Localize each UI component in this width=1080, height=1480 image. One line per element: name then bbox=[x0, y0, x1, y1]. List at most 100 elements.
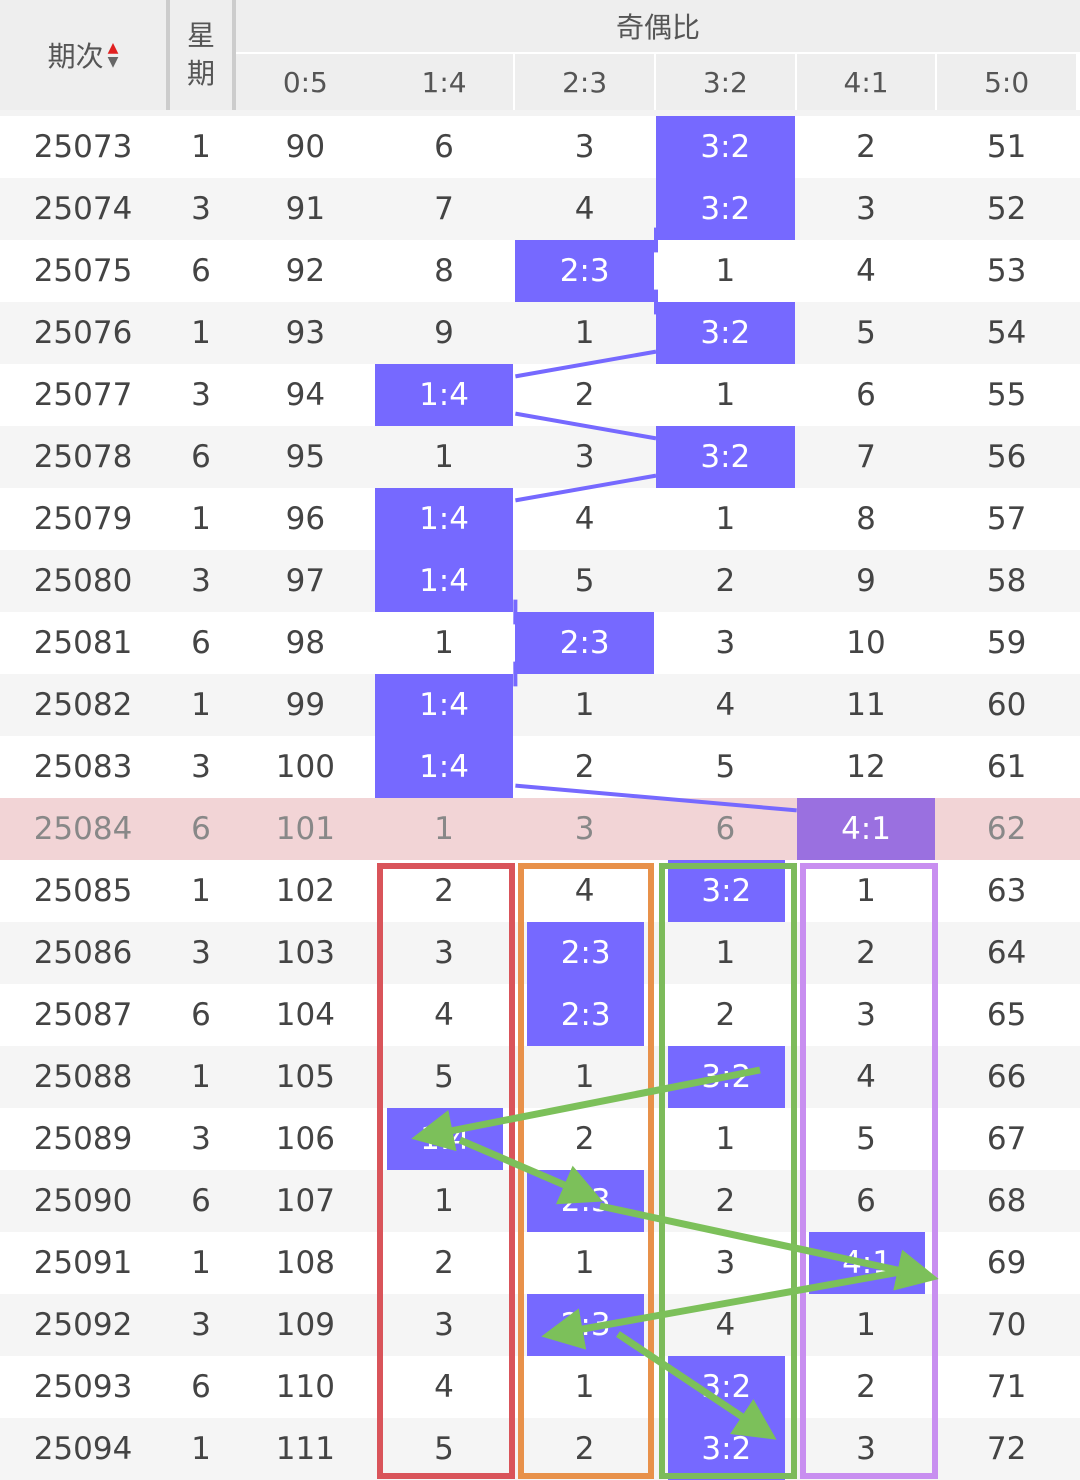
cell: 94 bbox=[285, 377, 326, 413]
cell: 72 bbox=[986, 1431, 1027, 1467]
header-weekday: 星期 bbox=[170, 0, 232, 110]
cell: 2 bbox=[715, 563, 736, 599]
row-bg bbox=[0, 364, 1080, 426]
period: 25079 bbox=[33, 501, 133, 537]
cell: 7 bbox=[856, 439, 876, 475]
weekday: 1 bbox=[191, 501, 211, 537]
cell: 102 bbox=[275, 873, 335, 909]
cell: 2 bbox=[856, 935, 876, 971]
row-bg bbox=[0, 116, 1080, 178]
period: 25085 bbox=[33, 873, 133, 909]
column-label: 1:4 bbox=[374, 54, 514, 110]
cell: 67 bbox=[986, 1121, 1027, 1157]
cell: 12 bbox=[846, 749, 886, 785]
row-bg bbox=[0, 1418, 1080, 1480]
cell: 1 bbox=[574, 315, 595, 351]
period: 25091 bbox=[33, 1245, 133, 1281]
row-bg bbox=[0, 1046, 1080, 1108]
cell: 2 bbox=[856, 1369, 876, 1405]
weekday: 6 bbox=[191, 1183, 211, 1219]
cell: 105 bbox=[275, 1059, 335, 1095]
header-period: 期次 ▲ ▼ bbox=[0, 0, 166, 110]
cell: 1 bbox=[715, 501, 736, 537]
period: 25086 bbox=[33, 935, 133, 971]
period: 25088 bbox=[33, 1059, 133, 1095]
cell: 4 bbox=[574, 873, 595, 909]
period: 25082 bbox=[33, 687, 133, 723]
weekday: 3 bbox=[191, 563, 211, 599]
weekday: 1 bbox=[191, 315, 211, 351]
column-label: 5:0 bbox=[937, 54, 1076, 110]
cell: 3 bbox=[856, 191, 876, 227]
weekday: 3 bbox=[191, 1121, 211, 1157]
box bbox=[377, 863, 515, 1479]
cell: 106 bbox=[275, 1121, 335, 1157]
weekday: 3 bbox=[191, 935, 211, 971]
cell: 1 bbox=[574, 687, 595, 723]
cell: 65 bbox=[986, 997, 1027, 1033]
cell: 103 bbox=[275, 935, 335, 971]
sort-icon[interactable]: ▲ ▼ bbox=[107, 40, 119, 70]
weekday-label: 星期 bbox=[186, 19, 215, 90]
cell: 4 bbox=[715, 687, 736, 723]
weekday: 3 bbox=[191, 191, 211, 227]
cell: 97 bbox=[285, 563, 326, 599]
weekday: 6 bbox=[191, 439, 211, 475]
cell: 70 bbox=[986, 1307, 1027, 1343]
cell: 66 bbox=[986, 1059, 1027, 1095]
cell: 64 bbox=[986, 935, 1027, 971]
cell: 2 bbox=[856, 129, 876, 165]
hit-cell: 2:3 bbox=[515, 612, 654, 674]
weekday: 3 bbox=[191, 1307, 211, 1343]
cell: 100 bbox=[275, 749, 335, 785]
cell: 95 bbox=[285, 439, 326, 475]
weekday: 1 bbox=[191, 1059, 211, 1095]
cell: 3 bbox=[574, 439, 595, 475]
cell: 9 bbox=[434, 315, 454, 351]
cell: 1 bbox=[715, 253, 736, 289]
period: 25089 bbox=[33, 1121, 133, 1157]
hit-cell: 4:1 bbox=[796, 798, 936, 860]
period-label[interactable]: 期次 bbox=[47, 40, 104, 73]
period: 25084 bbox=[33, 811, 133, 847]
period: 25092 bbox=[33, 1307, 133, 1343]
cell: 3 bbox=[715, 1245, 736, 1281]
arrow bbox=[458, 1136, 603, 1205]
cell: 1 bbox=[856, 1307, 876, 1343]
cell: 7 bbox=[434, 191, 454, 227]
hit-cell: 2:3 bbox=[527, 922, 644, 984]
cell: 110 bbox=[275, 1369, 335, 1405]
cell: 6 bbox=[715, 811, 736, 847]
weekday: 6 bbox=[191, 1369, 211, 1405]
cell: 3 bbox=[434, 935, 454, 971]
cell: 2 bbox=[574, 749, 595, 785]
weekday: 6 bbox=[191, 997, 211, 1033]
period: 25090 bbox=[33, 1183, 133, 1219]
weekday: 6 bbox=[191, 253, 211, 289]
cell: 6 bbox=[434, 129, 454, 165]
cell: 68 bbox=[986, 1183, 1027, 1219]
cell: 6 bbox=[856, 377, 876, 413]
box bbox=[659, 863, 797, 1479]
cell: 10 bbox=[846, 625, 886, 661]
cell: 6 bbox=[856, 1183, 876, 1219]
cell: 1 bbox=[434, 439, 454, 475]
arrow bbox=[411, 1066, 761, 1152]
arrow bbox=[616, 1331, 777, 1440]
cell: 9 bbox=[856, 563, 876, 599]
cell: 2 bbox=[574, 377, 595, 413]
hit-cell: 1:4 bbox=[374, 488, 514, 550]
column-label: 0:5 bbox=[236, 54, 375, 110]
cell: 5 bbox=[434, 1431, 454, 1467]
weekday: 1 bbox=[191, 129, 211, 165]
cell: 2 bbox=[434, 873, 454, 909]
cell: 3 bbox=[574, 811, 595, 847]
cell: 4 bbox=[434, 1369, 454, 1405]
cell: 2 bbox=[715, 997, 736, 1033]
period: 25078 bbox=[33, 439, 133, 475]
period: 25073 bbox=[33, 129, 133, 165]
cell: 2 bbox=[715, 1183, 736, 1219]
cell: 109 bbox=[275, 1307, 335, 1343]
trend-line bbox=[515, 783, 797, 813]
